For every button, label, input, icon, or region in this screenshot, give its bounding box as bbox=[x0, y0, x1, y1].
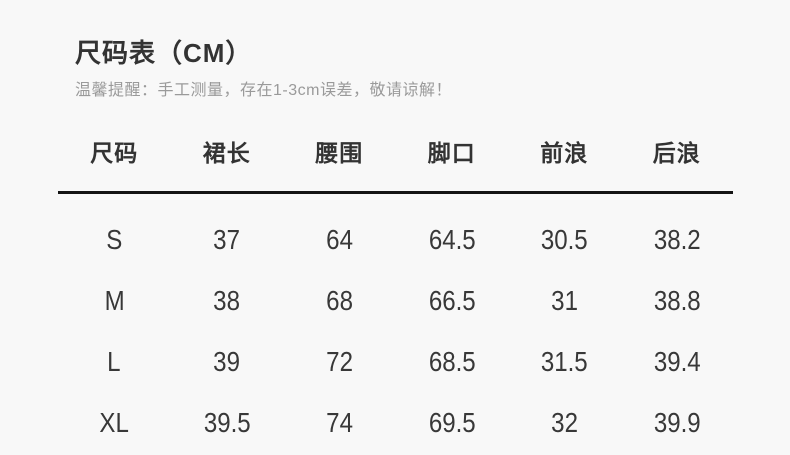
measurement-cell: 31.5 bbox=[508, 346, 621, 378]
measurement-value: 39.5 bbox=[203, 406, 251, 438]
size-label: S bbox=[106, 223, 123, 255]
measurement-value: 37 bbox=[213, 223, 241, 255]
measurement-value: 68.5 bbox=[428, 345, 476, 377]
size-label-cell: XL bbox=[58, 407, 171, 439]
measurement-value: 39.9 bbox=[653, 406, 701, 438]
measurement-cell: 68.5 bbox=[396, 346, 509, 378]
size-label: XL bbox=[99, 406, 129, 438]
page-title: 尺码表（CM） bbox=[75, 38, 253, 68]
measurement-value: 72 bbox=[325, 345, 353, 377]
measurement-cell: 64.5 bbox=[396, 224, 509, 256]
column-header-back-rise: 后浪 bbox=[652, 140, 701, 166]
measurement-value: 39.4 bbox=[653, 345, 701, 377]
table-row-m: M 38 68 66.5 31 38.8 bbox=[58, 270, 733, 331]
table-row-xl: XL 39.5 74 69.5 32 39.9 bbox=[58, 392, 733, 453]
measurement-cell: 72 bbox=[283, 346, 396, 378]
size-table-body: S 37 64 64.5 30.5 38.2 M 38 68 66.5 31 3… bbox=[58, 194, 733, 453]
size-label: M bbox=[104, 284, 125, 316]
measurement-value: 31 bbox=[550, 284, 578, 316]
column-header-leg-opening: 脚口 bbox=[427, 140, 476, 166]
size-table: 尺码 裙长 腰围 脚口 前浪 后浪 S 37 64 64.5 30.5 38.2… bbox=[58, 125, 733, 453]
column-header-waist: 腰围 bbox=[315, 140, 364, 166]
column-header-skirt-length: 裙长 bbox=[202, 140, 251, 166]
measurement-cell: 38.8 bbox=[621, 285, 734, 317]
measurement-value: 31.5 bbox=[540, 345, 588, 377]
measurement-cell: 38 bbox=[171, 285, 284, 317]
measurement-value: 68 bbox=[325, 284, 353, 316]
measurement-value: 39 bbox=[213, 345, 241, 377]
measurement-value: 64.5 bbox=[428, 223, 476, 255]
size-label-cell: M bbox=[58, 285, 171, 317]
measurement-value: 64 bbox=[325, 223, 353, 255]
measurement-value: 38.2 bbox=[653, 223, 701, 255]
size-label-cell: L bbox=[58, 346, 171, 378]
measurement-cell: 39 bbox=[171, 346, 284, 378]
measurement-value: 32 bbox=[550, 406, 578, 438]
measurement-note: 温馨提醒：手工测量，存在1-3cm误差，敬请谅解！ bbox=[75, 82, 452, 99]
measurement-cell: 39.4 bbox=[621, 346, 734, 378]
measurement-cell: 37 bbox=[171, 224, 284, 256]
measurement-value: 38.8 bbox=[653, 284, 701, 316]
table-row-s: S 37 64 64.5 30.5 38.2 bbox=[58, 209, 733, 270]
column-header-size: 尺码 bbox=[90, 140, 139, 166]
measurement-cell: 30.5 bbox=[508, 224, 621, 256]
size-table-header-row: 尺码 裙长 腰围 脚口 前浪 后浪 bbox=[58, 125, 733, 194]
measurement-cell: 69.5 bbox=[396, 407, 509, 439]
measurement-cell: 39.9 bbox=[621, 407, 734, 439]
measurement-cell: 31 bbox=[508, 285, 621, 317]
measurement-value: 74 bbox=[325, 406, 353, 438]
measurement-cell: 64 bbox=[283, 224, 396, 256]
size-label: L bbox=[107, 345, 121, 377]
measurement-cell: 68 bbox=[283, 285, 396, 317]
measurement-cell: 74 bbox=[283, 407, 396, 439]
measurement-value: 66.5 bbox=[428, 284, 476, 316]
column-header-front-rise: 前浪 bbox=[540, 140, 589, 166]
table-row-l: L 39 72 68.5 31.5 39.4 bbox=[58, 331, 733, 392]
size-label-cell: S bbox=[58, 224, 171, 256]
measurement-cell: 38.2 bbox=[621, 224, 734, 256]
measurement-value: 38 bbox=[213, 284, 241, 316]
measurement-cell: 32 bbox=[508, 407, 621, 439]
measurement-value: 69.5 bbox=[428, 406, 476, 438]
measurement-cell: 39.5 bbox=[171, 407, 284, 439]
measurement-value: 30.5 bbox=[540, 223, 588, 255]
measurement-cell: 66.5 bbox=[396, 285, 509, 317]
